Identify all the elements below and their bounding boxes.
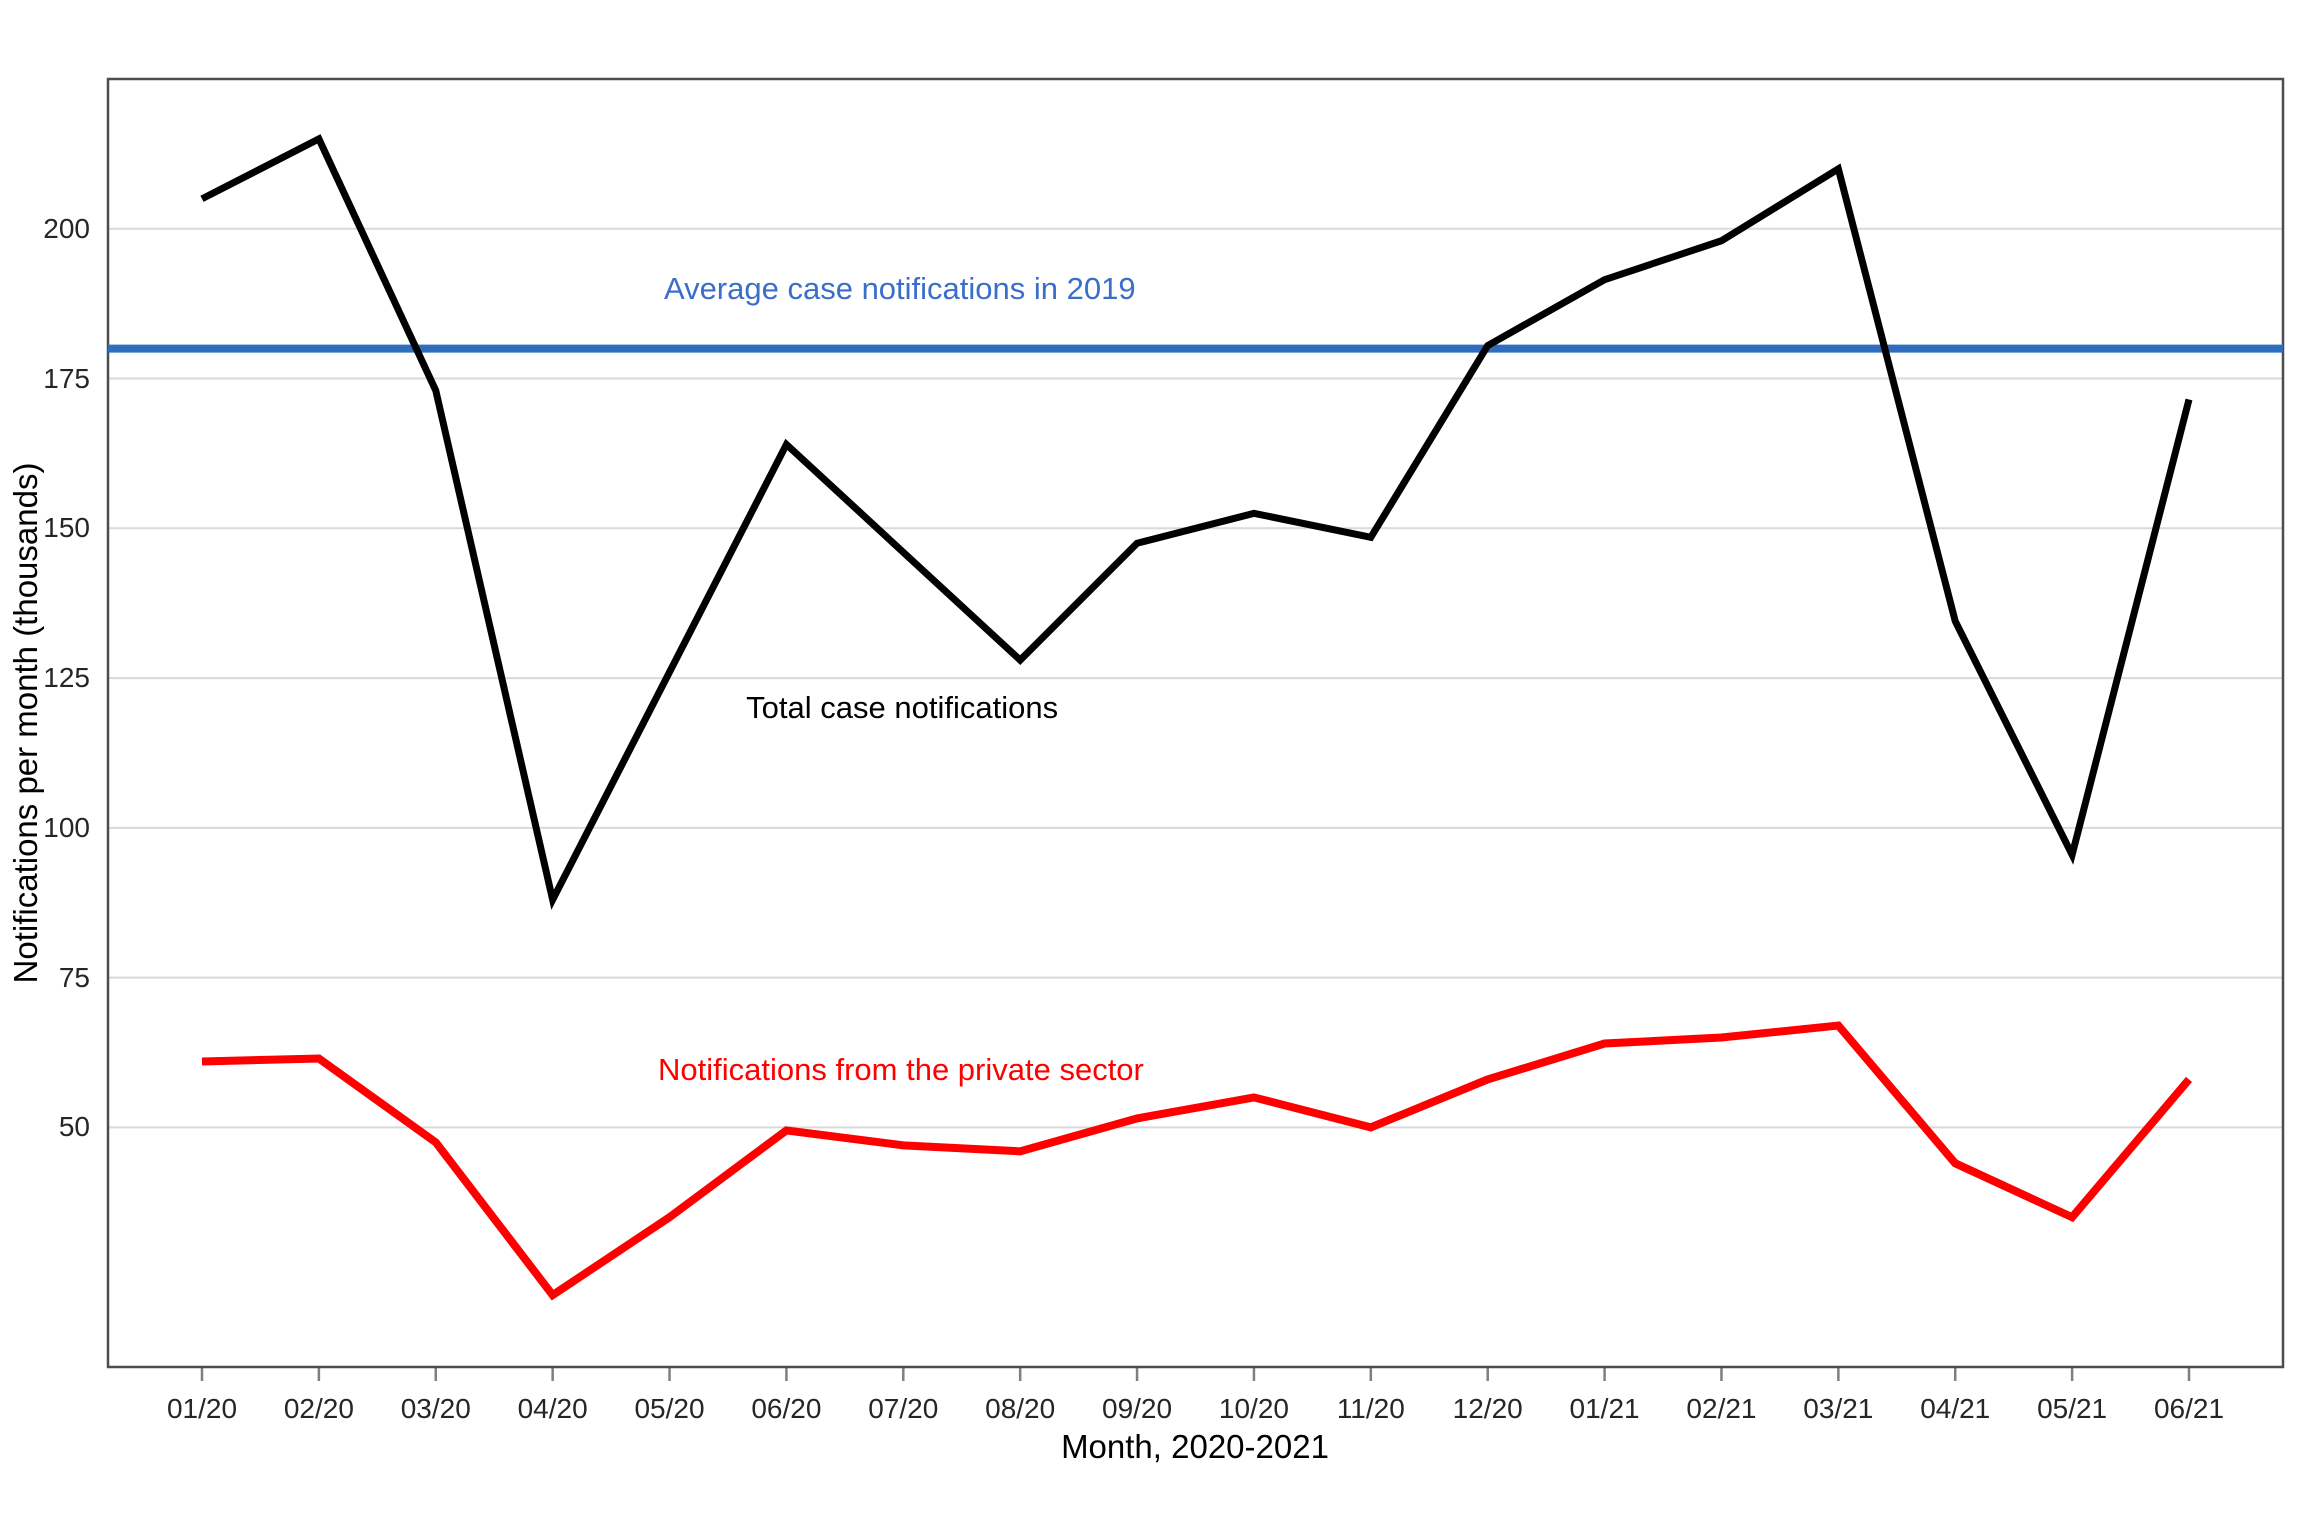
x-tick-label: 04/21 xyxy=(1920,1393,1991,1424)
x-tick-label: 06/21 xyxy=(2153,1393,2225,1424)
y-tick-label: 125 xyxy=(43,662,90,694)
x-tick-label: 03/20 xyxy=(400,1393,471,1424)
total-series-label: Total case notifications xyxy=(746,690,1059,726)
y-tick-label: 175 xyxy=(43,362,90,394)
y-tick-label: 100 xyxy=(43,811,90,843)
x-tick-label: 03/21 xyxy=(1803,1393,1874,1424)
x-tick-label: 04/20 xyxy=(517,1393,588,1424)
x-tick-label: 07/20 xyxy=(868,1393,939,1424)
x-tick-label: 02/21 xyxy=(1686,1393,1757,1424)
x-tick-label: 08/20 xyxy=(985,1393,1056,1424)
reference-line-label: Average case notifications in 2019 xyxy=(663,270,1136,306)
x-tick-label: 10/20 xyxy=(1218,1393,1289,1424)
y-tick-label: 75 xyxy=(58,961,90,993)
private-series-label: Notifications from the private sector xyxy=(658,1052,1144,1088)
x-tick-label: 02/20 xyxy=(283,1393,354,1424)
x-tick-label: 05/21 xyxy=(2037,1393,2108,1424)
x-axis-title: Month, 2020-2021 xyxy=(1061,1428,1329,1465)
y-tick-label: 200 xyxy=(43,212,90,244)
x-tick-label: 01/21 xyxy=(1569,1393,1640,1424)
x-tick-label: 12/20 xyxy=(1452,1393,1523,1424)
y-axis-title: Notifications per month (thousands) xyxy=(7,462,44,984)
x-tick-label: 05/20 xyxy=(634,1393,705,1424)
x-tick-label: 09/20 xyxy=(1102,1393,1173,1424)
x-tick-label: 11/20 xyxy=(1336,1393,1405,1424)
y-tick-label: 150 xyxy=(43,512,90,544)
x-tick-label: 06/20 xyxy=(751,1393,822,1424)
x-tick-label: 01/20 xyxy=(166,1393,238,1424)
y-tick-label: 50 xyxy=(58,1111,90,1143)
